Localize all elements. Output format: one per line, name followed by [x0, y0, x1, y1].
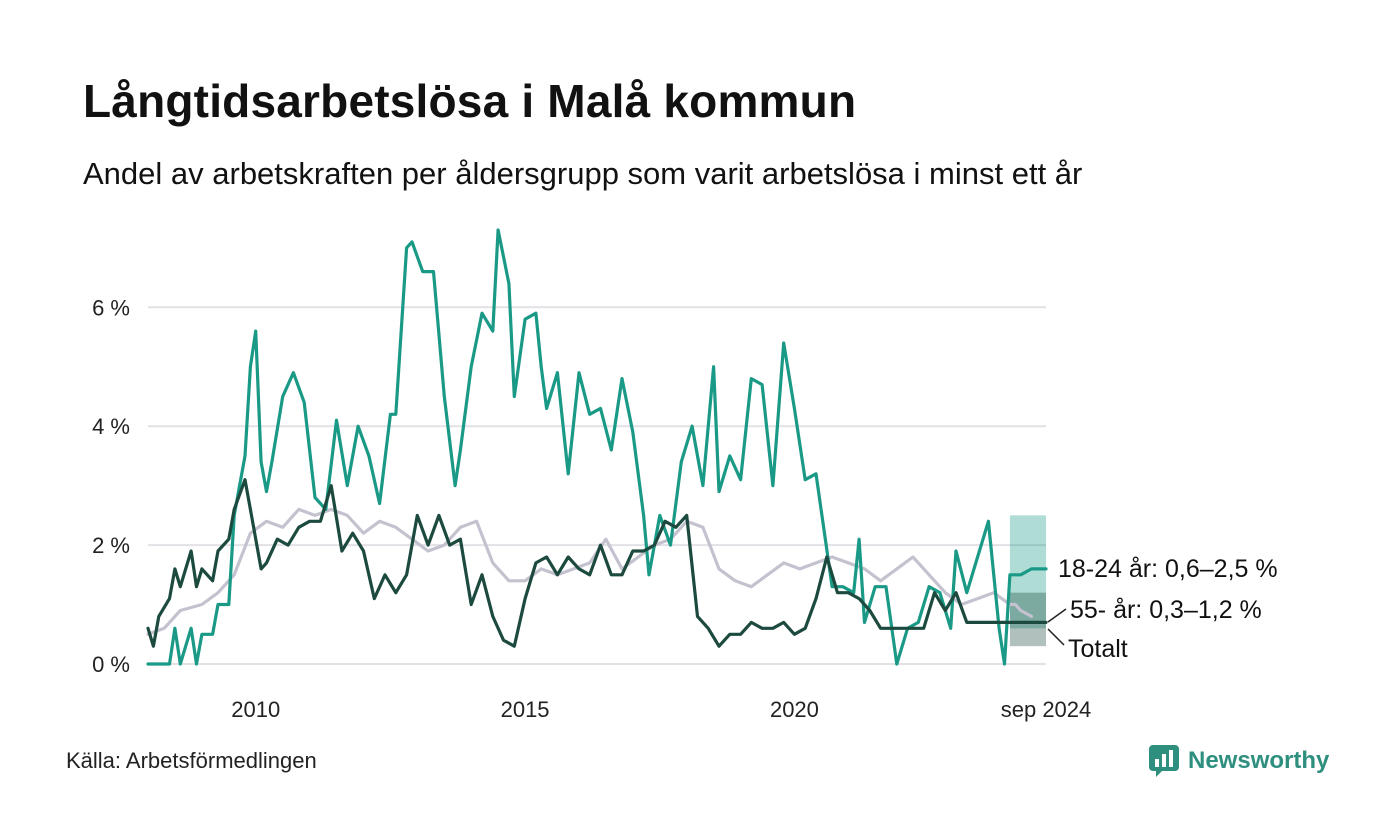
chart-subtitle: Andel av arbetskraften per åldersgrupp s… — [83, 156, 1083, 191]
grid-lines — [148, 306, 1046, 665]
uncertainty-bands — [1009, 515, 1046, 647]
x-axis-labels: 2010 2015 2020 sep 2024 — [231, 697, 1091, 722]
series-end-label: 18-24 år: 0,6–2,5 % — [1058, 555, 1278, 583]
series-line — [146, 507, 1034, 636]
source-note: Källa: Arbetsförmedlingen — [66, 748, 317, 773]
uncertainty-band — [1009, 592, 1046, 647]
y-tick-label: 0 % — [92, 652, 130, 677]
y-tick-label: 2 % — [92, 533, 130, 558]
series-lines — [146, 228, 1048, 666]
series-end-label: 55- år: 0,3–1,2 % — [1070, 596, 1262, 624]
x-tick-label: 2020 — [770, 697, 819, 722]
chart-title: Långtidsarbetslösa i Malå kommun — [83, 75, 857, 127]
series-line — [146, 228, 1048, 666]
series-end-labels: Totalt 18-24 år: 0,6–2,5 % 55- år: 0,3–1,2… — [1047, 555, 1278, 663]
x-tick-label: 2010 — [231, 697, 280, 722]
brand-name: Newsworthy — [1188, 747, 1330, 774]
x-tick-label: sep 2024 — [1001, 697, 1092, 722]
y-axis-labels: 0 % 2 % 4 % 6 % — [92, 295, 130, 677]
label-leader-line — [1047, 608, 1067, 623]
label-leader-line — [1047, 628, 1065, 646]
newsworthy-logo: Newsworthy — [1148, 744, 1329, 778]
series-line — [146, 478, 1048, 648]
y-tick-label: 6 % — [92, 295, 130, 320]
x-tick-label: 2015 — [501, 697, 550, 722]
series-end-label: Totalt — [1068, 635, 1128, 663]
bar-chart-logo-icon — [1149, 745, 1179, 777]
line-chart: 0 % 2 % 4 % 6 % 2010 2015 2020 sep 2024 Totalt… — [92, 228, 1278, 722]
y-tick-label: 4 % — [92, 414, 130, 439]
